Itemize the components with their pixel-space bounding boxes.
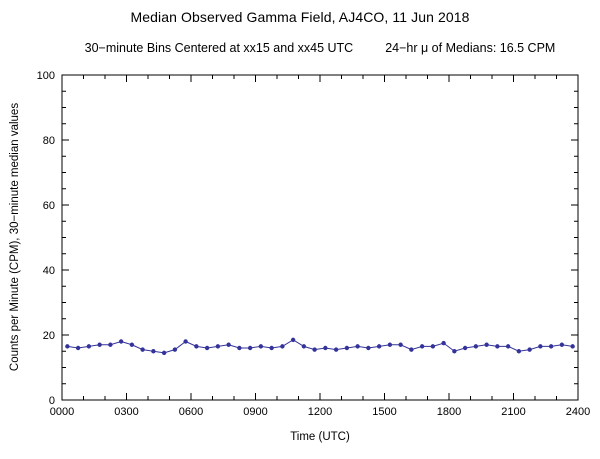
data-point: [452, 349, 457, 354]
x-axis-title: Time (UTC): [290, 431, 350, 443]
data-point: [312, 347, 317, 352]
x-tick-label: 1200: [308, 406, 332, 418]
x-tick-label: 2400: [566, 406, 590, 418]
data-point: [462, 345, 468, 351]
data-point: [559, 342, 565, 347]
data-point: [441, 340, 446, 346]
data-point: [204, 345, 210, 351]
data-point: [387, 342, 393, 347]
data-point: [430, 344, 436, 349]
data-point: [172, 347, 178, 352]
data-point: [194, 344, 199, 349]
data-point: [527, 347, 532, 352]
data-point: [97, 342, 102, 347]
data-point: [129, 342, 135, 347]
data-point: [140, 347, 145, 352]
data-point: [301, 344, 307, 349]
y-tick-label: 80: [43, 135, 55, 147]
data-point: [366, 345, 371, 351]
y-tick-label: 100: [37, 70, 55, 82]
data-point: [118, 339, 124, 344]
x-tick-label: 0900: [243, 406, 267, 418]
data-point: [355, 344, 360, 349]
y-tick-label: 40: [43, 265, 55, 277]
data-point: [473, 344, 479, 349]
data-point: [269, 345, 274, 351]
data-point: [495, 344, 500, 349]
subtitle-mean-value: 24−hr μ of Medians: 16.5 CPM: [385, 41, 556, 55]
data-point: [226, 342, 231, 347]
data-point: [65, 344, 70, 349]
chart-title: Median Observed Gamma Field, AJ4CO, 11 J…: [130, 9, 470, 25]
plot-frame: [61, 74, 579, 401]
data-point: [247, 345, 253, 351]
data-point: [183, 339, 188, 344]
data-point: [151, 349, 156, 354]
data-point: [516, 349, 522, 354]
data-point: [344, 345, 350, 351]
data-point: [323, 345, 328, 351]
x-tick-label: 1500: [372, 406, 396, 418]
data-point: [75, 345, 81, 351]
data-point: [570, 344, 575, 349]
data-point: [280, 344, 285, 349]
data-point: [538, 344, 543, 349]
x-tick-label: 0300: [114, 406, 138, 418]
data-point: [409, 347, 414, 352]
data-point: [484, 342, 489, 347]
data-point: [215, 344, 221, 349]
data-point: [333, 347, 339, 352]
data-point: [258, 344, 264, 349]
y-tick-label: 0: [49, 395, 55, 407]
x-tick-label: 0000: [50, 406, 74, 418]
plot-generated: 0000 0300 0600 0900 1200 1500 1800 2100 2400 0 20 4…: [37, 70, 591, 418]
data-point: [161, 350, 167, 356]
x-tick-label: 1800: [437, 406, 461, 418]
data-point: [419, 344, 425, 349]
data-point: [398, 342, 403, 347]
x-tick-label: 0600: [179, 406, 203, 418]
data-point: [108, 342, 113, 347]
data-point: [376, 344, 382, 349]
data-point: [86, 344, 92, 349]
x-tick-label: 2100: [501, 406, 525, 418]
y-tick-label: 60: [43, 200, 55, 212]
y-tick-label: 20: [43, 330, 55, 342]
subtitle-bins-note: 30−minute Bins Centered at xx15 and xx45…: [84, 41, 354, 55]
data-point: [505, 344, 511, 349]
chart-subtitle: 30−minute Bins Centered at xx15 and xx45…: [0, 41, 600, 55]
data-point: [237, 345, 242, 351]
data-point: [290, 337, 296, 343]
data-point: [548, 344, 554, 349]
y-axis-title: Counts per Minute (CPM), 30−minute media…: [9, 103, 21, 371]
